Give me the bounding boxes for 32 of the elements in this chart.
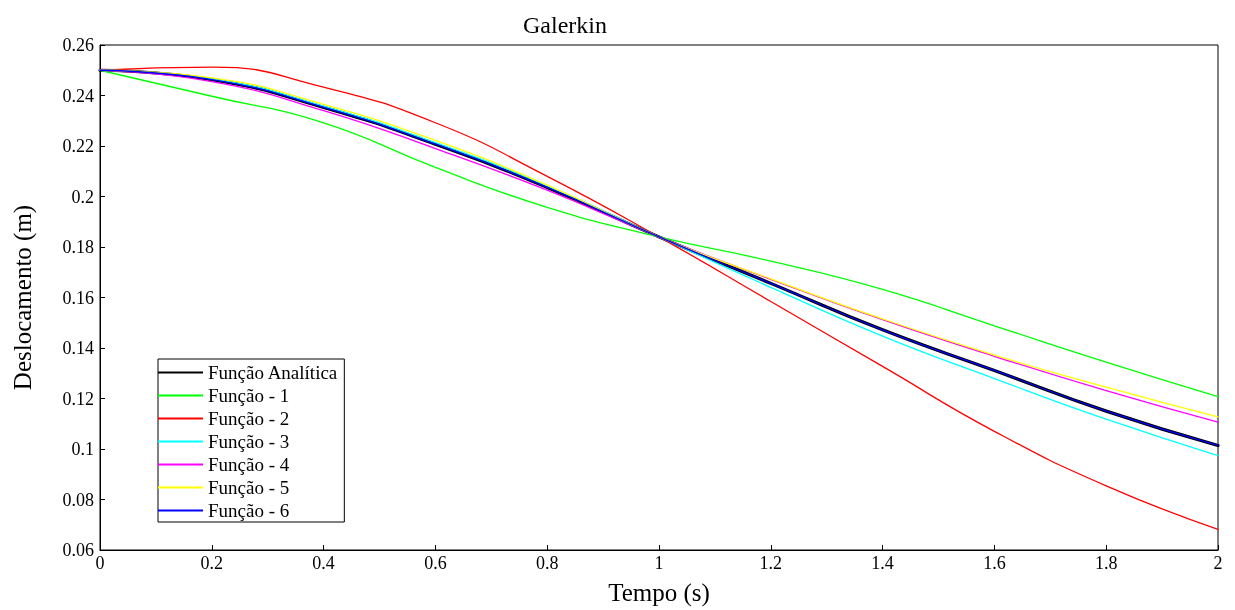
x-tick-label: 1.4 [871, 553, 894, 573]
y-tick-label: 0.16 [62, 287, 94, 308]
x-tick-label: 1 [654, 553, 664, 573]
x-axis-title: Tempo (s) [608, 579, 710, 607]
y-tick-label: 0.06 [62, 540, 94, 560]
y-tick-label: 0.12 [62, 388, 94, 409]
legend-label: Função - 1 [208, 385, 290, 406]
x-tick-label: 2 [1213, 553, 1223, 573]
y-tick-label: 0.08 [62, 489, 94, 510]
y-tick-label: 0.14 [62, 338, 94, 358]
y-axis-title: Deslocamento (m) [9, 204, 37, 391]
x-tick-label: 1.8 [1094, 553, 1118, 573]
y-tick-label: 0.1 [71, 439, 94, 459]
legend-label: Função - 6 [208, 500, 290, 521]
x-tick-label: 0.2 [200, 553, 224, 573]
x-tick-label: 0 [95, 553, 105, 573]
x-tick-label: 0.4 [312, 553, 335, 573]
legend-label: Função - 2 [208, 408, 290, 429]
x-tick-label: 0.6 [424, 553, 447, 573]
y-tick-label: 0.22 [62, 136, 94, 156]
y-tick-label: 0.26 [62, 35, 94, 55]
legend-label: Função - 5 [208, 477, 290, 498]
x-tick-label: 1.2 [759, 553, 783, 573]
y-tick-label: 0.2 [71, 186, 94, 207]
y-tick-label: 0.18 [62, 237, 94, 257]
legend-label: Função Analítica [208, 362, 338, 383]
x-tick-label: 1.6 [983, 553, 1006, 573]
chart-title: Galerkin [523, 12, 607, 38]
x-tick-label: 0.8 [535, 553, 559, 573]
legend-label: Função - 4 [208, 454, 290, 475]
y-tick-label: 0.24 [62, 85, 94, 106]
legend-label: Função - 3 [208, 431, 290, 452]
